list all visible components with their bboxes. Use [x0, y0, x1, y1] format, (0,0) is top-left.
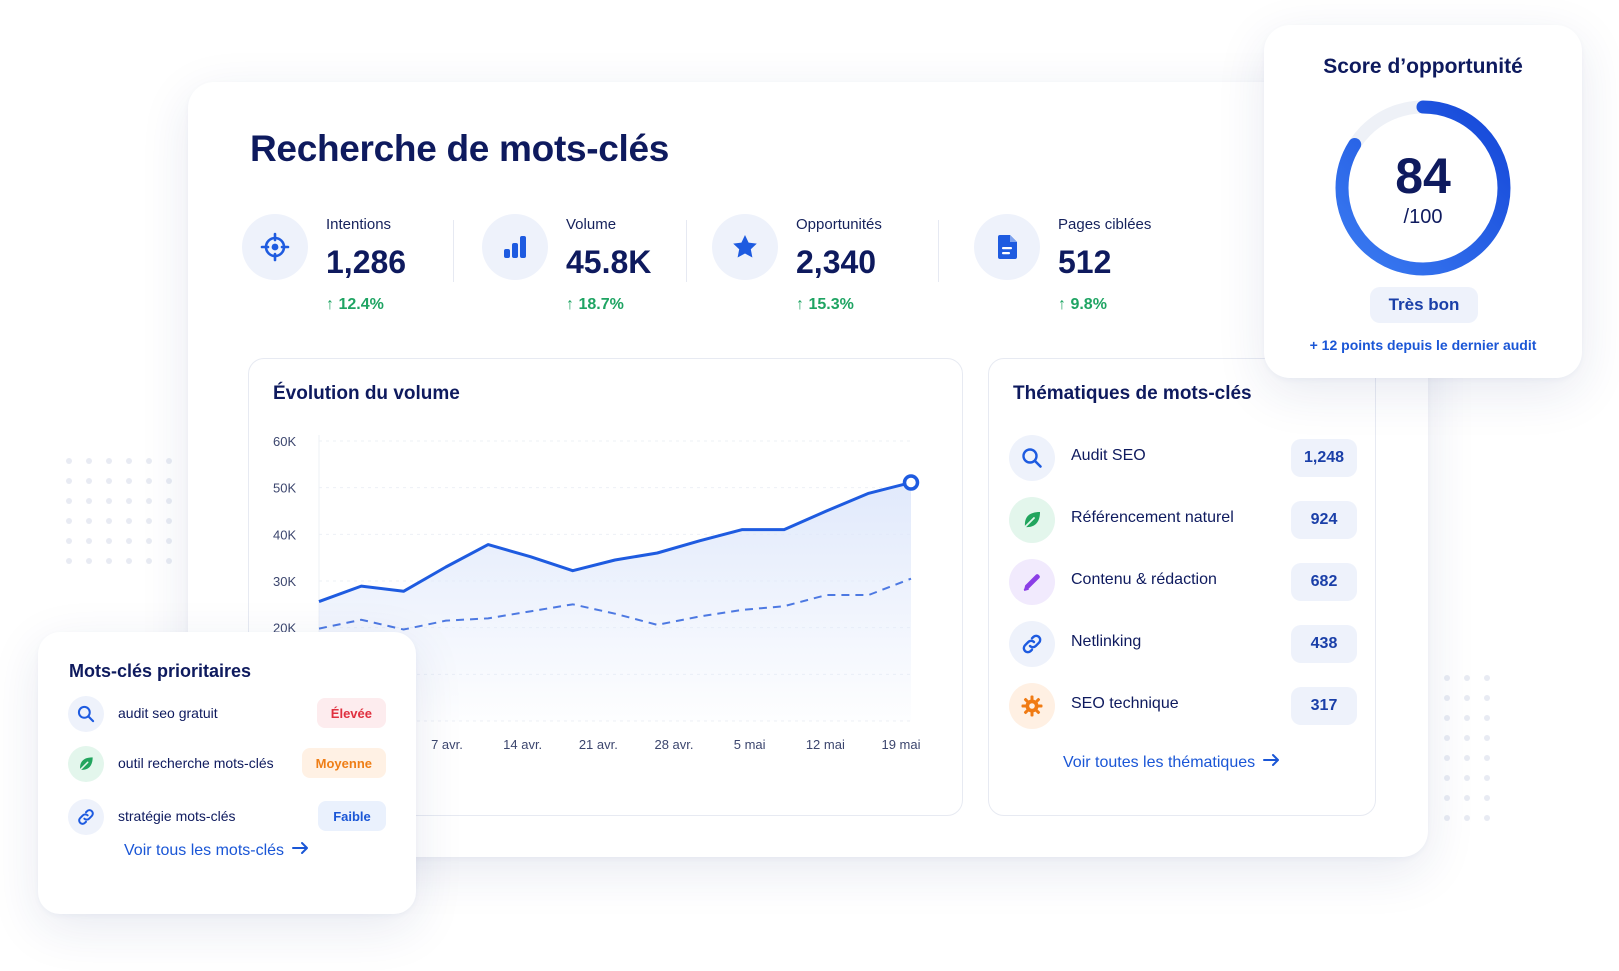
divider	[453, 220, 454, 282]
x-tick-label: 14 avr.	[503, 737, 542, 752]
kpi-value: 2,340	[796, 244, 877, 280]
link-icon	[1009, 621, 1055, 667]
bar-chart-icon	[482, 214, 548, 280]
kpi-delta: ↑ 9.8%	[1058, 296, 1107, 313]
link-icon	[68, 799, 104, 835]
priority-row-strategie[interactable]: stratégie mots-clés Faible	[68, 797, 386, 837]
priority-row-outil-recherche[interactable]: outil recherche mots-clés Moyenne	[68, 744, 386, 784]
kpi-delta: ↑ 15.3%	[796, 296, 854, 313]
theme-row-referencement[interactable]: Référencement naturel 924	[1009, 495, 1357, 545]
volume-chart: 60K 50K 40K 30K 20K 7 avr. 14 avr. 21 avr. 28 av…	[273, 434, 921, 752]
priority-title: Mots-clés prioritaires	[69, 661, 252, 681]
x-tick-label: 19 mai	[881, 737, 920, 752]
kpi-value: 45.8K	[566, 244, 652, 280]
page-title: Recherche de mots-clés	[250, 128, 670, 169]
x-tick-label: 21 avr.	[579, 737, 618, 752]
arrow-right-icon	[1263, 753, 1281, 772]
pencil-icon	[1009, 559, 1055, 605]
leaf-icon	[1009, 497, 1055, 543]
search-icon	[68, 696, 104, 732]
y-tick-label: 60K	[273, 434, 296, 449]
theme-label: Référencement naturel	[1071, 509, 1234, 526]
theme-count: 1,248	[1291, 439, 1357, 477]
x-tick-label: 5 mai	[734, 737, 766, 752]
score-value: 84	[1395, 148, 1451, 204]
divider	[686, 220, 687, 282]
arrow-up-icon: ↑	[326, 296, 334, 313]
score-note: + 12 points depuis le dernier audit	[1309, 337, 1537, 353]
priority-tag: Élevée	[316, 698, 386, 728]
theme-row-audit-seo[interactable]: Audit SEO 1,248	[1009, 433, 1357, 483]
view-all-keywords-link[interactable]: Voir tous les mots-clés	[124, 841, 310, 860]
kpi-label: Intentions	[326, 216, 392, 233]
arrow-up-icon: ↑	[566, 296, 574, 313]
kpi-value: 1,286	[326, 244, 407, 280]
theme-label: Netlinking	[1071, 633, 1142, 650]
score-max: /100	[1403, 206, 1443, 228]
keyword-themes-panel: Thématiques de mots-clés Audit SEO 1,248…	[988, 358, 1376, 816]
arrow-up-icon: ↑	[796, 296, 804, 313]
kpi-value: 512	[1058, 244, 1112, 280]
y-tick-label: 20K	[273, 621, 296, 636]
chart-title: Évolution du volume	[273, 383, 460, 404]
theme-row-contenu[interactable]: Contenu & rédaction 682	[1009, 557, 1357, 607]
keyword-research-card: Recherche de mots-clés Intentions 1,286 …	[188, 82, 1428, 857]
theme-label: SEO technique	[1071, 695, 1179, 712]
priority-tag: Moyenne	[301, 748, 386, 778]
view-all-themes-label: Voir toutes les thématiques	[1063, 753, 1256, 771]
theme-count: 924	[1291, 501, 1357, 539]
priority-keyword: outil recherche mots-clés	[118, 755, 274, 771]
gear-icon	[1009, 683, 1055, 729]
theme-count: 317	[1291, 687, 1357, 725]
decorative-dots	[66, 458, 172, 564]
arrow-right-icon	[292, 841, 310, 860]
y-tick-label: 30K	[273, 574, 296, 589]
theme-label: Audit SEO	[1071, 447, 1146, 464]
priority-keyword: audit seo gratuit	[118, 705, 218, 721]
decorative-dots	[1444, 675, 1490, 821]
view-all-keywords-label: Voir tous les mots-clés	[124, 841, 285, 859]
theme-row-seo-technique[interactable]: SEO technique 317	[1009, 681, 1357, 731]
theme-label: Contenu & rédaction	[1071, 571, 1217, 588]
priority-keywords-card: Mots-clés prioritaires audit seo gratuit…	[38, 632, 416, 914]
opportunity-score-card: Score d’opportunité 84 /100 Très bon + 1…	[1264, 25, 1582, 378]
star-icon	[712, 214, 778, 280]
document-icon	[974, 214, 1040, 280]
score-gauge-fill	[1335, 100, 1511, 276]
score-gauge	[1335, 100, 1511, 276]
target-icon	[242, 214, 308, 280]
score-rating-badge: Très bon	[1370, 287, 1478, 323]
arrow-up-icon: ↑	[1058, 296, 1066, 313]
x-tick-label: 7 avr.	[431, 737, 463, 752]
theme-row-netlinking[interactable]: Netlinking 438	[1009, 619, 1357, 669]
y-tick-label: 50K	[273, 481, 296, 496]
leaf-icon	[68, 746, 104, 782]
kpi-label: Volume	[566, 216, 617, 233]
themes-title: Thématiques de mots-clés	[1013, 383, 1252, 404]
series-line-solid	[318, 481, 912, 603]
theme-count: 438	[1291, 625, 1357, 663]
priority-keyword: stratégie mots-clés	[118, 808, 236, 824]
divider	[938, 220, 939, 282]
view-all-themes-link[interactable]: Voir toutes les thématiques	[1063, 753, 1281, 772]
kpi-label: Pages ciblées	[1058, 216, 1152, 233]
kpi-label: Opportunités	[796, 216, 882, 233]
search-icon	[1009, 435, 1055, 481]
x-tick-label: 28 avr.	[654, 737, 693, 752]
theme-count: 682	[1291, 563, 1357, 601]
priority-row-audit-seo-gratuit[interactable]: audit seo gratuit Élevée	[68, 694, 386, 734]
last-point-marker	[902, 474, 920, 491]
priority-tag: Faible	[318, 801, 386, 831]
x-tick-label: 12 mai	[806, 737, 845, 752]
series-line-dashed	[318, 577, 912, 631]
y-tick-label: 40K	[273, 527, 296, 542]
series-area	[319, 482, 911, 721]
score-title: Score d’opportunité	[1323, 55, 1523, 78]
kpi-delta: ↑ 12.4%	[326, 296, 384, 313]
kpi-delta: ↑ 18.7%	[566, 296, 624, 313]
